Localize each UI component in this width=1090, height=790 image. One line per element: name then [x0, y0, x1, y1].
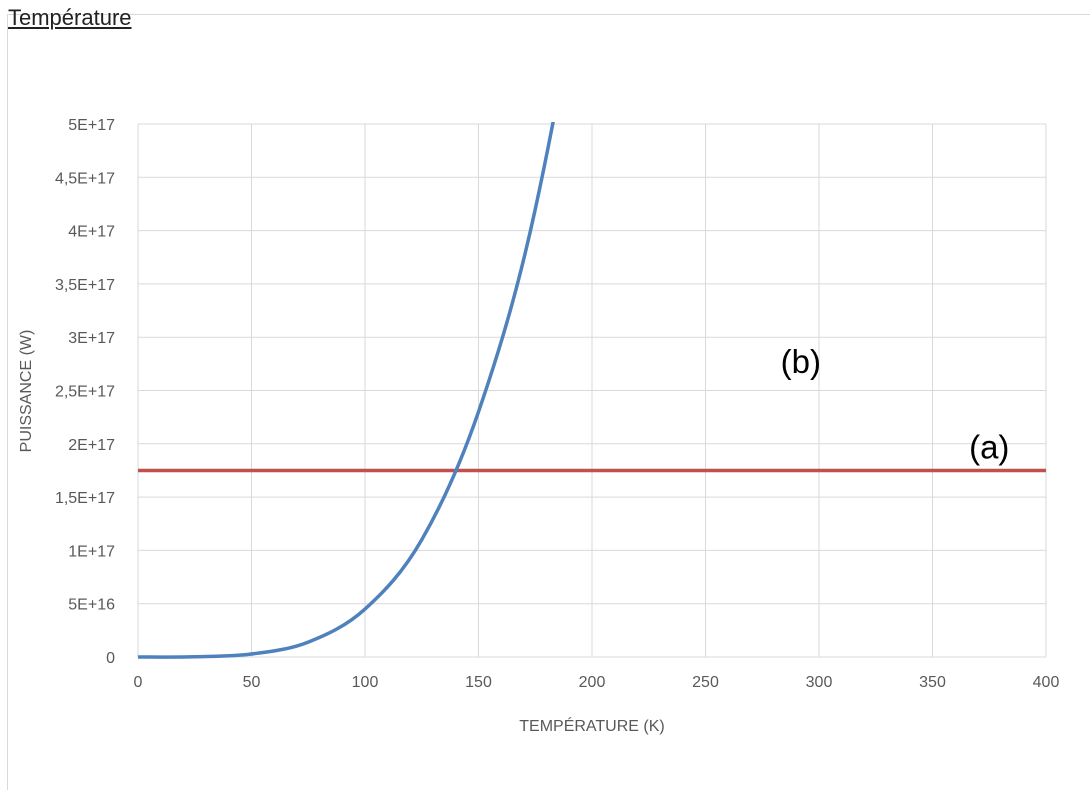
series-line-b [138, 122, 555, 659]
y-tick-label: 5E+17 [68, 117, 115, 134]
series-group [138, 122, 1046, 659]
chart-frame: Température [7, 5, 1090, 790]
x-tick-label: 50 [243, 674, 261, 691]
annotations: (a) (b) [781, 343, 1010, 465]
y-tick-label: 0 [106, 650, 115, 667]
grid [137, 123, 1047, 658]
x-tick-label: 350 [919, 674, 946, 691]
x-tick-label: 100 [352, 674, 379, 691]
y-tick-label: 1E+17 [68, 543, 115, 560]
y-tick-label: 2E+17 [68, 437, 115, 454]
y-tick-label: 4,5E+17 [55, 170, 115, 187]
y-tick-label: 1,5E+17 [55, 490, 115, 507]
y-tick-label: 2,5E+17 [55, 384, 115, 401]
x-tick-label: 0 [134, 674, 143, 691]
y-tick-label: 5E+16 [68, 597, 115, 614]
annotation-label: (a) [969, 428, 1009, 465]
heading-fragment: Température [8, 5, 132, 30]
x-tick-label: 400 [1033, 674, 1060, 691]
x-tick-label: 250 [692, 674, 719, 691]
x-tick-label: 150 [465, 674, 492, 691]
y-axis-title: PUISSANCE (W) [18, 330, 35, 453]
y-tick-label: 3E+17 [68, 330, 115, 347]
x-axis-ticks: 0 50 100 150 200 250 300 350 400 [134, 674, 1060, 691]
y-tick-label: 3,5E+17 [55, 277, 115, 294]
x-tick-label: 200 [579, 674, 606, 691]
x-tick-label: 300 [806, 674, 833, 691]
y-axis-ticks: 0 5E+16 1E+17 1,5E+17 2E+17 2,5E+17 3E+17 3,5E+… [55, 117, 115, 667]
x-axis-title: TEMPÉRATURE (K) [519, 716, 664, 735]
y-tick-label: 4E+17 [68, 224, 115, 241]
annotation-label: (b) [781, 343, 821, 380]
